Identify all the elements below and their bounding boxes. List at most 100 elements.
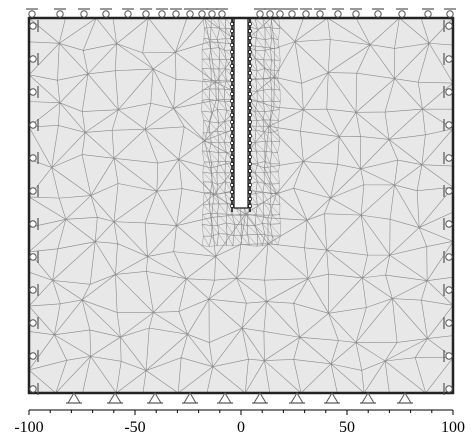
domain-border xyxy=(27,16,455,395)
roller-support-icon xyxy=(29,86,39,98)
roller-support-icon xyxy=(29,185,39,197)
roller-support-icon xyxy=(29,350,39,362)
pile-node-icon xyxy=(230,127,234,131)
roller-support-icon xyxy=(254,8,266,18)
roller-support-icon xyxy=(78,8,90,18)
pile-node-icon xyxy=(248,169,252,173)
roller-support-icon xyxy=(26,8,38,18)
pile-node-icon xyxy=(230,99,234,103)
pile-node-icon xyxy=(230,120,234,124)
roller-support-icon xyxy=(29,251,39,263)
pile-node-icon xyxy=(248,71,252,75)
x-axis-tick-label: 50 xyxy=(339,419,355,436)
pile-node-icon xyxy=(248,190,252,194)
boundary-supports xyxy=(26,8,456,404)
pile-node-icon xyxy=(230,106,234,110)
roller-support-icon xyxy=(314,8,326,18)
pin-support-icon xyxy=(66,392,82,404)
pile-node-icon xyxy=(230,64,234,68)
roller-support-icon xyxy=(29,284,39,296)
roller-support-icon xyxy=(54,8,66,18)
pile-node-icon xyxy=(248,134,252,138)
pile-node-icon xyxy=(230,148,234,152)
roller-support-icon xyxy=(443,152,453,164)
x-axis-tick-label: 100 xyxy=(441,419,465,436)
pile-node-icon xyxy=(248,176,252,180)
pile-node-icon xyxy=(230,197,234,201)
pile-node-icon xyxy=(248,50,252,54)
pile-node-icon xyxy=(248,127,252,131)
roller-support-icon xyxy=(443,86,453,98)
pile-node-icon xyxy=(230,78,234,82)
roller-support-icon xyxy=(122,8,134,18)
pile-structure xyxy=(230,17,252,212)
roller-support-icon xyxy=(29,218,39,230)
pile-node-icon xyxy=(230,162,234,166)
pile-node-icon xyxy=(248,148,252,152)
pile-body xyxy=(233,17,249,209)
pile-node-icon xyxy=(248,120,252,124)
roller-support-icon xyxy=(286,8,298,18)
roller-support-icon xyxy=(443,284,453,296)
pin-support-icon xyxy=(289,392,305,404)
pile-node-icon xyxy=(230,183,234,187)
x-axis-tick-label: 0 xyxy=(237,419,245,436)
roller-support-icon xyxy=(156,8,168,18)
pin-support-icon xyxy=(397,392,413,404)
pile-node-icon xyxy=(248,22,252,26)
roller-support-icon xyxy=(443,185,453,197)
pile-node-icon xyxy=(248,85,252,89)
pile-node-icon xyxy=(248,204,252,208)
pile-node-icon xyxy=(248,78,252,82)
pile-node-icon xyxy=(248,113,252,117)
mesh-coarse xyxy=(27,17,455,394)
pile-node-icon xyxy=(230,176,234,180)
pin-support-icon xyxy=(252,392,268,404)
roller-support-icon xyxy=(140,8,152,18)
pile-node-icon xyxy=(248,57,252,61)
pile-node-icon xyxy=(230,57,234,61)
pile-node-icon xyxy=(230,113,234,117)
roller-support-icon xyxy=(443,218,453,230)
roller-support-icon xyxy=(29,152,39,164)
x-axis-tick-labels: -100 -50 0 50 100 xyxy=(14,419,465,436)
x-axis-tick-label: -100 xyxy=(14,419,43,436)
pile-node-icon xyxy=(230,22,234,26)
pin-support-icon xyxy=(360,392,376,404)
pile-node-icon xyxy=(230,155,234,159)
x-axis-ticks xyxy=(28,410,454,415)
roller-support-icon xyxy=(264,8,276,18)
roller-support-icon xyxy=(443,119,453,131)
pile-node-icon xyxy=(248,197,252,201)
roller-support-icon xyxy=(29,119,39,131)
pile-node-icon xyxy=(248,64,252,68)
pile-node-icon xyxy=(230,29,234,33)
x-axis: -100 -50 0 50 100 xyxy=(14,409,465,436)
pile-node-icon xyxy=(230,141,234,145)
roller-support-icon xyxy=(443,317,453,329)
roller-support-icon xyxy=(206,8,218,18)
roller-support-icon xyxy=(100,8,112,18)
roller-support-icon xyxy=(29,317,39,329)
roller-support-icon xyxy=(300,8,312,18)
pile-node-icon xyxy=(230,204,234,208)
roller-support-icon xyxy=(443,350,453,362)
pile-node-icon xyxy=(230,43,234,47)
pile-node-icon xyxy=(248,106,252,110)
pin-support-icon xyxy=(324,392,340,404)
pile-node-icon xyxy=(248,162,252,166)
pin-support-icon xyxy=(182,392,198,404)
pin-support-icon xyxy=(217,392,233,404)
roller-support-icon xyxy=(372,8,384,18)
pile-node-icon xyxy=(230,134,234,138)
roller-support-icon xyxy=(444,8,456,18)
pile-node-icon xyxy=(248,155,252,159)
roller-support-icon xyxy=(170,8,182,18)
pile-node-icon xyxy=(248,43,252,47)
roller-support-icon xyxy=(29,383,39,395)
roller-support-icon xyxy=(196,8,208,18)
pile-node-icon xyxy=(230,190,234,194)
roller-support-icon xyxy=(29,20,39,32)
roller-support-icon xyxy=(443,251,453,263)
